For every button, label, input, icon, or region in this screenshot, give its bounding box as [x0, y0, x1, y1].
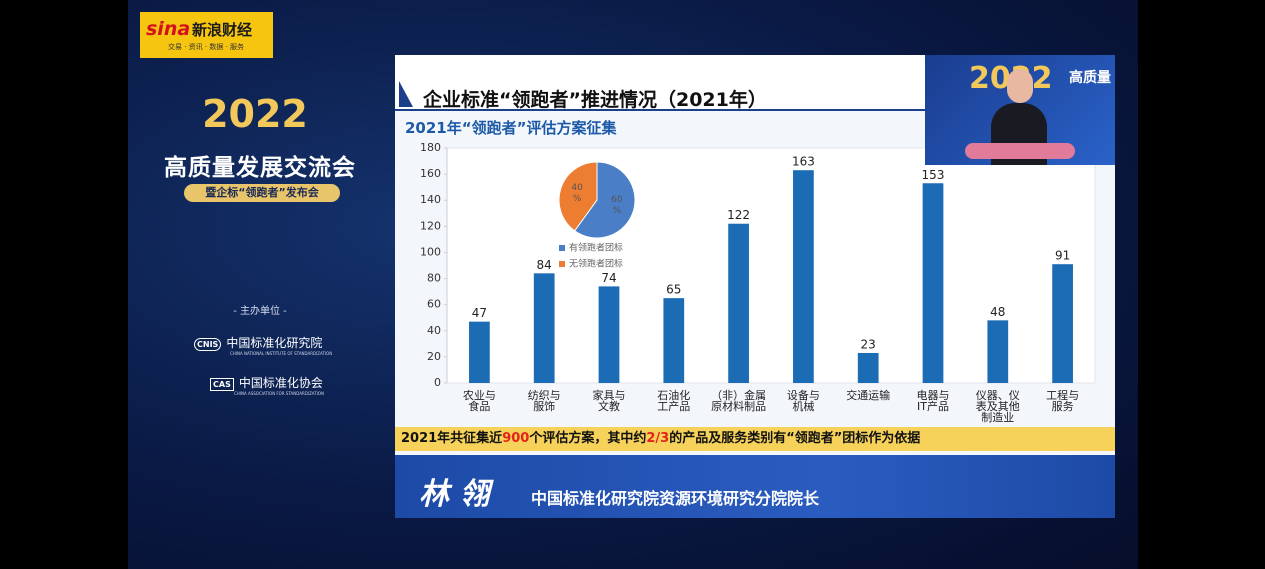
chart-container: 0 20 40 60 80 100 120 140 160 180 47 84 74 65 122 163 23…: [395, 140, 1115, 430]
host-english: CHINA ASSOCIATION FOR STANDARDIZATION: [234, 391, 324, 396]
y-tick-label: 140: [420, 193, 441, 206]
x-tick-label: （非）金属 原材料制品: [711, 389, 767, 413]
inset-title: 高质量: [1069, 70, 1111, 86]
speaker-face: [1007, 69, 1033, 103]
slide-footnote: 2021年共征集近900个评估方案，其中约2/3的产品及服务类别有“领跑者”团标…: [395, 427, 1115, 451]
chart: 0 20 40 60 80 100 120 140 160 180 47 84 74 65 122 163 23…: [420, 141, 1096, 389]
slide-subtitle: 2021年“领跑者”评估方案征集: [405, 119, 617, 137]
y-tick-label: 180: [420, 141, 441, 154]
legend-swatch: [559, 261, 565, 267]
y-tick-label: 40: [427, 324, 441, 337]
value-label: 84: [537, 258, 552, 272]
value-label: 48: [990, 305, 1005, 319]
value-label: 47: [472, 306, 487, 320]
brand-box: sina 新浪财经 交易 · 资讯 · 数据 · 服务: [140, 12, 273, 58]
bar: [1052, 264, 1073, 383]
host-badge: CAS: [210, 378, 234, 391]
x-tick-label: 电器与 IT产品: [916, 389, 950, 413]
footnote-part: 2/3: [646, 431, 670, 446]
host-label: - 主办单位 -: [233, 306, 287, 317]
pie-slice: [573, 161, 636, 239]
pie-slice: [558, 161, 598, 232]
y-tick-label: 60: [427, 298, 441, 311]
host: CAS 中国标准化协会 CHINA ASSOCIATION FOR STANDA…: [210, 372, 350, 396]
value-label: 153: [922, 168, 945, 182]
y-tick-label: 100: [420, 245, 441, 258]
legend-swatch: [559, 245, 565, 251]
brand-name: 新浪财经: [192, 21, 253, 39]
host-badge: CNIS: [194, 338, 222, 351]
x-tick-label: 设备与 机械: [786, 389, 820, 413]
bar: [793, 170, 814, 383]
y-tick-label: 160: [420, 167, 441, 180]
footnote-part: 900: [502, 431, 530, 446]
x-tick-label: 交通运输: [846, 389, 891, 402]
brand-tagline: 交易 · 资讯 · 数据 · 服务: [168, 43, 245, 51]
footnote-part: 2021年共征集近: [401, 431, 503, 446]
y-tick-label: 0: [434, 376, 441, 389]
bar: [987, 320, 1009, 383]
event-year: 2022: [202, 92, 308, 136]
slice-label: 40 %: [571, 182, 583, 204]
x-tick-label: 农业与 食品: [462, 389, 496, 413]
y-tick-label: 20: [427, 350, 441, 363]
legend-label: 无领跑者团标: [569, 258, 623, 270]
host-name: 中国标准化研究院: [226, 336, 323, 350]
bar: [857, 352, 879, 383]
x-tick-label: 工程与 服务: [1046, 389, 1080, 413]
speaker-name: 林 翎: [419, 477, 490, 512]
event-title: 高质量发展交流会: [164, 155, 356, 181]
x-tick-label: 纺织与 服饰: [527, 389, 561, 413]
footnote-part: 的产品及服务类别有“领跑者”团标作为依据: [669, 431, 921, 446]
value-label: 65: [666, 283, 681, 297]
y-tick-label: 120: [420, 219, 441, 232]
sina-logo: sina: [146, 18, 191, 40]
x-tick-label: 石油化 工产品: [657, 389, 691, 413]
bar: [533, 273, 555, 383]
bar: [598, 286, 620, 383]
bar: [469, 321, 490, 383]
speaker-video: 2022 高质量: [925, 55, 1115, 165]
value-label: 122: [727, 208, 750, 222]
bar: [663, 298, 685, 383]
slide-title: 企业标准“领跑者”推进情况（2021年）: [423, 89, 767, 111]
footnote-part: 个评估方案，其中约: [529, 431, 647, 446]
value-label: 74: [601, 271, 616, 285]
host: CNIS 中国标准化研究院 CHINA NATIONAL INSTITUTE O…: [194, 332, 334, 356]
host-name: 中国标准化协会: [238, 376, 323, 390]
title-rule: [395, 109, 1115, 111]
bar: [922, 183, 944, 383]
name-bar: 林 翎 中国标准化研究院资源环境研究分院院长: [395, 455, 1115, 518]
x-tick-label: 仪器、仪 表及其他 制造业: [975, 389, 1020, 424]
host-english: CHINA NATIONAL INSTITUTE OF STANDARDIZAT…: [230, 351, 333, 356]
speaker-position: 中国标准化研究院资源环境研究分院院长: [531, 489, 820, 508]
bar: [728, 223, 749, 383]
y-tick-label: 80: [427, 272, 441, 285]
flowers: [965, 143, 1075, 159]
slice-label: 60 %: [611, 195, 623, 217]
x-tick-label: 家具与 文教: [592, 389, 626, 413]
event-subtitle: 暨企标“领跑者”发布会: [184, 184, 340, 202]
plot-area: [446, 147, 1096, 384]
value-label: 91: [1055, 249, 1070, 263]
legend-label: 有领跑者团标: [569, 242, 623, 254]
value-label: 23: [861, 337, 876, 351]
value-label: 163: [792, 155, 815, 169]
